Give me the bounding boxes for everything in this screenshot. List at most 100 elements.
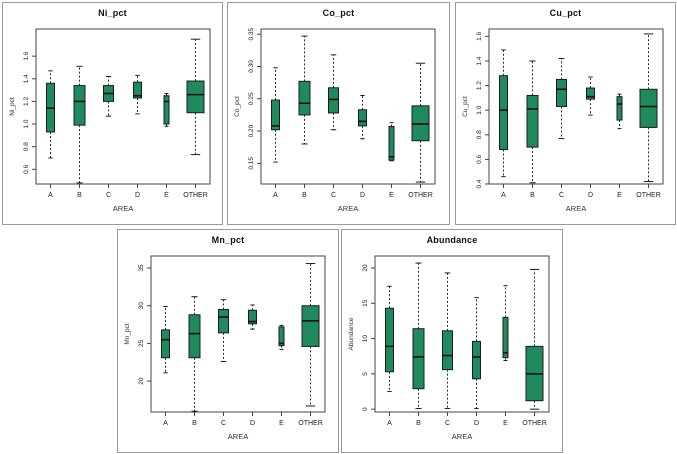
iqr-box	[248, 309, 257, 325]
y-tick-label: 25	[138, 339, 145, 347]
y-axis-label: Mn_pct	[124, 323, 131, 345]
boxplot-panel-co-pct: Co_pct 0.15 0.20 0.25 0.30 0.35 Co_pct A B C D E OT…	[227, 2, 450, 225]
iqr-box	[472, 340, 481, 380]
box-group-B	[412, 262, 425, 409]
mn-pct-boxplot-canvas: 20 25 30 35 Mn_pct A B C D E OTHER AREA	[124, 255, 326, 441]
y-tick-label: 30	[138, 302, 145, 310]
y-tick-label: 1.6	[23, 51, 30, 60]
box-group-B	[298, 35, 311, 145]
y-tick-label: 0.30	[248, 60, 255, 73]
y-tick-label: 1.0	[476, 105, 483, 114]
x-tick-label: C	[221, 420, 226, 427]
iqr-box	[161, 329, 170, 359]
y-axis-label: Cu_pct	[462, 96, 469, 117]
chart-title: Ni_pct	[98, 8, 127, 18]
box-group-E	[502, 285, 509, 361]
co-pct-boxplot-canvas: 0.15 0.20 0.25 0.30 0.35 Co_pct A B C D E OTHER AREA	[234, 27, 436, 213]
y-tick-label: 1.0	[23, 119, 30, 128]
y-tick-label: 0.6	[23, 164, 30, 173]
iqr-box	[502, 316, 509, 359]
box-group-A	[271, 67, 280, 163]
iqr-box	[133, 81, 142, 99]
box-group-OTHER	[186, 38, 205, 156]
y-tick-label: 15	[362, 299, 369, 307]
y-tick-label: 1.4	[23, 74, 30, 83]
iqr-box	[412, 328, 425, 390]
x-tick-label: E	[279, 420, 284, 427]
y-tick-label: 0.8	[476, 130, 483, 139]
x-tick-label: OTHER	[522, 420, 547, 427]
boxplot-panel-cu-pct: Cu_pct 0.4 0.6 0.8 1.0 1.2 1.4 1.6 Cu_pct A B C D E O…	[455, 2, 676, 225]
box-group-D	[133, 74, 142, 115]
y-axis-label: Abundance	[348, 317, 355, 350]
box-group-D	[586, 76, 595, 116]
x-tick-label: E	[389, 192, 394, 199]
y-tick-label: 1.2	[23, 97, 30, 106]
box-group-C	[103, 76, 114, 117]
y-tick-label: 1.4	[476, 56, 483, 65]
y-tick-label: 1.6	[476, 31, 483, 40]
cu-pct-boxplot-canvas: 0.4 0.6 0.8 1.0 1.2 1.4 1.6 Cu_pct A B C D E OTHER ARE…	[462, 28, 664, 213]
x-tick-label: OTHER	[636, 192, 661, 199]
ni-pct-boxplot-canvas: 0.6 0.8 1.0 1.2 1.4 1.6 Ni_pct A B C D E OTHER AREA	[9, 28, 211, 213]
x-tick-label: B	[416, 420, 421, 427]
iqr-box	[73, 85, 86, 126]
box-group-OTHER	[411, 62, 430, 183]
x-tick-label: A	[48, 192, 53, 199]
box-group-A	[499, 49, 508, 178]
iqr-box	[499, 75, 508, 151]
y-tick-label: 0.35	[248, 27, 255, 40]
iqr-box	[616, 96, 623, 121]
iqr-box	[385, 307, 394, 373]
y-tick-label: 1.2	[476, 81, 483, 90]
x-axis-label: AREA	[452, 432, 472, 441]
box-group-E	[278, 324, 285, 350]
box-group-C	[442, 272, 453, 409]
iqr-box	[298, 80, 311, 116]
iqr-box	[442, 330, 453, 371]
iqr-box	[271, 99, 280, 131]
box-group-OTHER	[525, 268, 544, 410]
y-tick-label: 0.15	[248, 157, 255, 170]
box-group-E	[388, 122, 395, 162]
plot-box	[488, 28, 664, 185]
x-tick-label: E	[164, 192, 169, 199]
y-axis-label: Co_pct	[234, 96, 241, 117]
boxplot-panel-mn-pct: Mn_pct 20 25 30 35 Mn_pct A B C D E OTHER AREA	[117, 229, 339, 453]
chart-title: Abundance	[426, 235, 478, 245]
x-tick-label: OTHER	[183, 192, 208, 199]
iqr-box	[278, 326, 285, 347]
chart-title: Cu_pct	[549, 8, 582, 18]
box-group-B	[188, 296, 201, 412]
iqr-box	[639, 88, 658, 128]
iqr-box	[526, 94, 539, 148]
boxplot-panel-abundance: Abundance 0 5 10 15 20 Abundance A B C D E OTHER ARE…	[341, 229, 563, 453]
iqr-box	[556, 78, 567, 107]
y-tick-label: 35	[138, 264, 145, 272]
box-group-E	[163, 92, 170, 127]
x-tick-label: A	[273, 192, 278, 199]
iqr-box	[328, 87, 339, 114]
x-tick-label: OTHER	[298, 420, 323, 427]
plot-box	[260, 28, 436, 185]
x-tick-label: OTHER	[408, 192, 433, 199]
boxplot-panel-ni-pct: Ni_pct 0.6 0.8 1.0 1.2 1.4 1.6 Ni_pct A B C D E OTHE…	[2, 2, 223, 225]
x-tick-label: B	[192, 420, 197, 427]
iqr-box	[358, 109, 367, 127]
y-tick-label: 0	[362, 407, 369, 411]
chart-title: Mn_pct	[211, 235, 245, 245]
x-tick-label: E	[503, 420, 508, 427]
x-axis-label: AREA	[566, 204, 586, 213]
x-tick-label: C	[331, 192, 336, 199]
x-axis-label: AREA	[113, 204, 133, 213]
plot-box	[150, 255, 326, 413]
y-tick-label: 5	[362, 372, 369, 376]
x-tick-label: A	[163, 420, 168, 427]
box-group-D	[358, 95, 367, 140]
box-group-E	[616, 93, 623, 130]
y-tick-label: 10	[362, 335, 369, 343]
iqr-box	[388, 126, 395, 161]
y-tick-label: 20	[362, 264, 369, 272]
x-tick-label: C	[445, 420, 450, 427]
